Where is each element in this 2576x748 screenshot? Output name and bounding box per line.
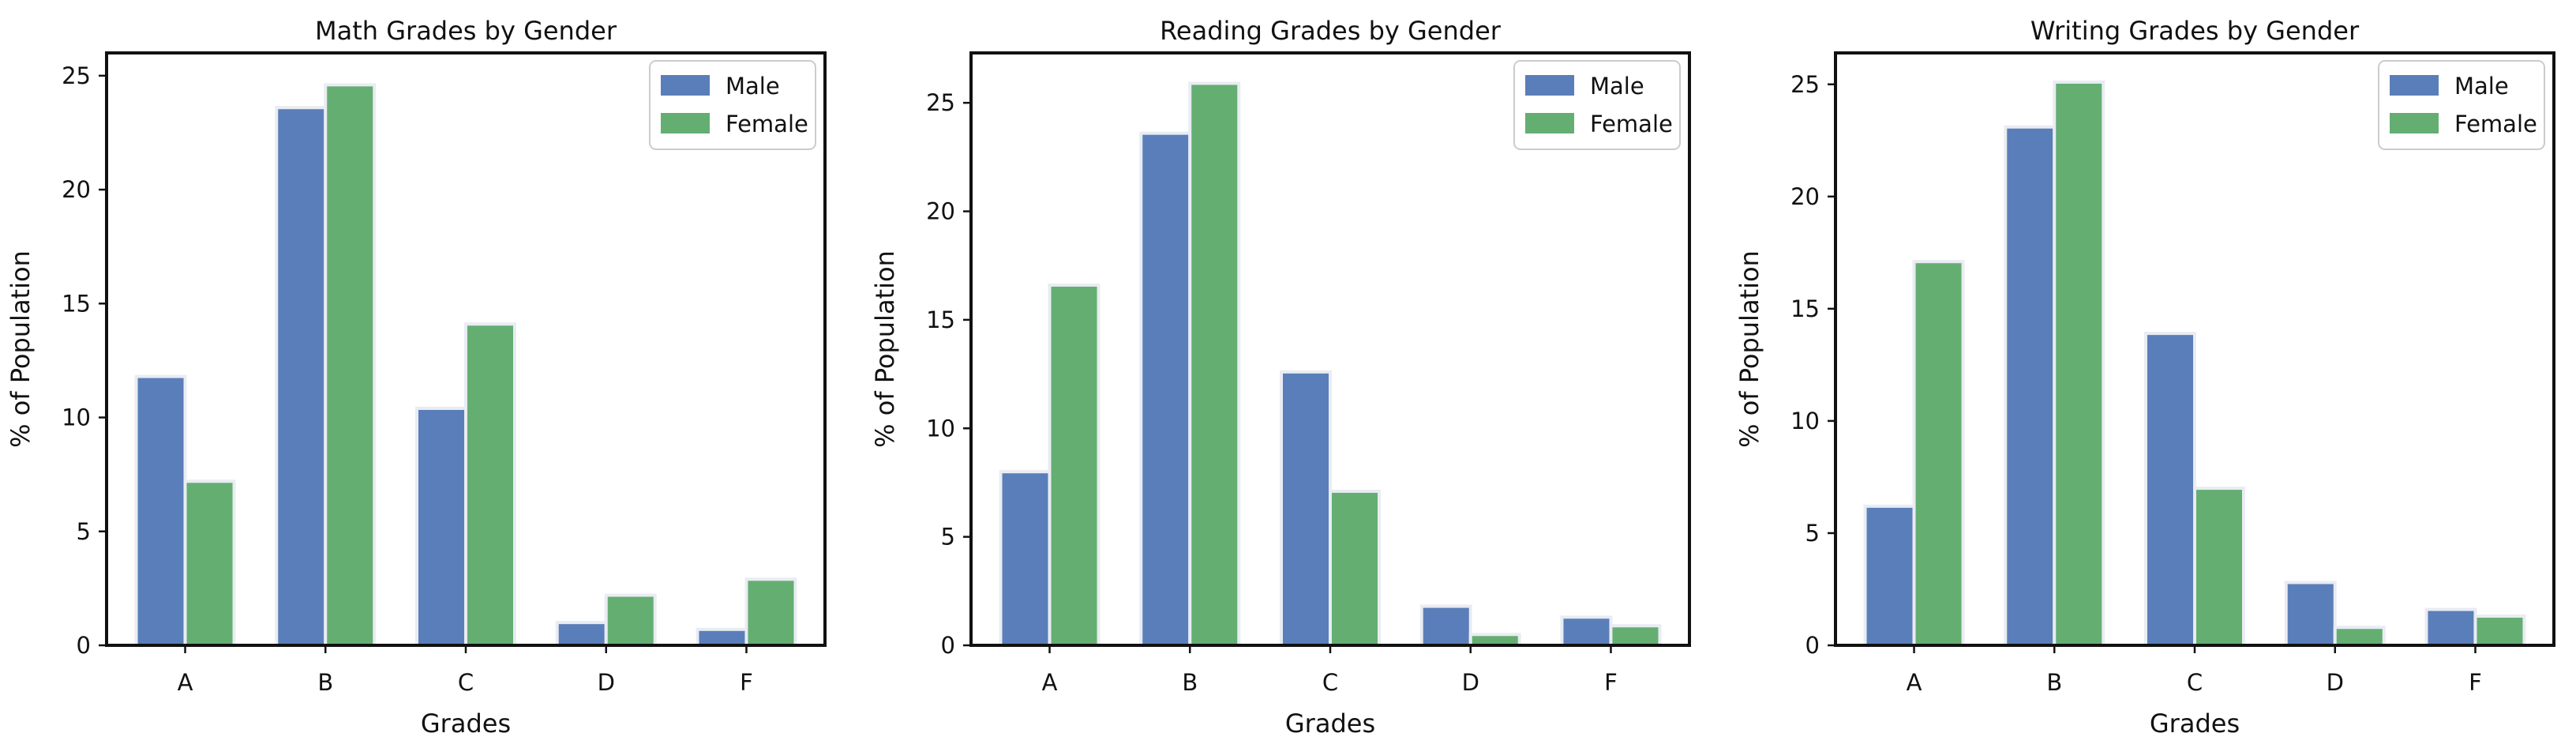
- bar-male-c: [2144, 332, 2196, 647]
- y-tick-label: 25: [926, 89, 955, 116]
- y-tick-label: 20: [1790, 183, 1820, 210]
- x-tick-label: B: [1182, 669, 1198, 696]
- y-tick-label: 25: [62, 62, 91, 89]
- x-tick-label: D: [1462, 669, 1479, 696]
- y-tick-label: 0: [77, 632, 91, 659]
- y-tick-label: 25: [1790, 71, 1820, 98]
- bar-female-c: [464, 322, 516, 647]
- y-tick-label: 10: [926, 415, 955, 442]
- legend-swatch-female: [2390, 113, 2439, 133]
- bar-male-a: [999, 470, 1052, 647]
- y-tick-label: 10: [1790, 408, 1820, 434]
- x-tick-label: C: [458, 669, 474, 696]
- bar-female-a: [1048, 283, 1101, 647]
- x-tick-label: A: [1042, 669, 1058, 696]
- chart-title: Reading Grades by Gender: [1160, 16, 1502, 46]
- legend-swatch-female: [1525, 113, 1574, 133]
- x-tick-label: B: [2046, 669, 2062, 696]
- bar-male-c: [1280, 370, 1332, 647]
- x-tick-label: A: [178, 669, 193, 696]
- bar-female-d: [1468, 633, 1521, 647]
- bar-male-c: [415, 407, 467, 647]
- bar-female-d: [2333, 626, 2386, 647]
- x-tick-label: F: [1604, 669, 1618, 696]
- legend-label-male: Male: [726, 73, 780, 100]
- y-tick-label: 10: [62, 404, 91, 431]
- legend: Male Female: [1513, 60, 1681, 150]
- bar-male-d: [555, 621, 608, 648]
- bar-male-b: [275, 106, 328, 647]
- y-axis-label: % of Population: [870, 250, 900, 448]
- y-axis-label: % of Population: [6, 250, 36, 448]
- bar-male-d: [2284, 581, 2337, 647]
- legend-swatch-female: [661, 113, 710, 133]
- bar-male-a: [134, 374, 187, 647]
- y-tick-label: 0: [941, 632, 955, 659]
- chart-title: Writing Grades by Gender: [2030, 16, 2360, 46]
- x-tick-label: C: [1322, 669, 1338, 696]
- x-tick-label: B: [317, 669, 333, 696]
- y-tick-label: 15: [1790, 295, 1820, 322]
- bar-female-f: [1609, 624, 1662, 647]
- bar-male-d: [1419, 604, 1472, 647]
- bar-male-b: [2004, 125, 2057, 647]
- legend: Male Female: [2378, 60, 2545, 150]
- legend: Male Female: [649, 60, 816, 150]
- legend-label-female: Female: [1590, 111, 1673, 137]
- y-tick-label: 5: [77, 518, 91, 545]
- y-tick-label: 5: [941, 524, 955, 551]
- y-tick-label: 5: [1805, 520, 1820, 547]
- y-tick-label: 20: [926, 198, 955, 225]
- legend-label-male: Male: [2454, 73, 2509, 100]
- bar-female-c: [2193, 487, 2245, 647]
- bar-female-b: [324, 83, 377, 647]
- bar-male-f: [696, 627, 748, 647]
- bar-male-a: [1863, 504, 1916, 648]
- chart-panel-2: Reading Grades by Gender 0 5 10 15 20 25 A B C D F G…: [870, 16, 1691, 739]
- bar-female-b: [2053, 80, 2105, 647]
- chart-panel-3: Writing Grades by Gender 0 5 10 15 20 25 A B C D F G…: [1734, 16, 2555, 739]
- x-axis-label: Grades: [1285, 709, 1375, 739]
- x-tick-label: D: [598, 669, 615, 696]
- chart-title: Math Grades by Gender: [315, 16, 617, 46]
- bar-female-a: [1912, 260, 1965, 647]
- y-tick-label: 0: [1805, 632, 1820, 659]
- bar-female-c: [1329, 489, 1381, 648]
- x-tick-label: F: [2469, 669, 2482, 696]
- x-tick-label: D: [2327, 669, 2344, 696]
- x-axis-label: Grades: [421, 709, 511, 739]
- x-axis-label: Grades: [2150, 709, 2240, 739]
- legend-swatch-male: [661, 75, 710, 96]
- x-tick-label: C: [2187, 669, 2203, 696]
- y-axis-label: % of Population: [1734, 250, 1764, 448]
- bar-female-b: [1188, 81, 1241, 647]
- chart-panel-1: Math Grades by Gender 0 5 10 15 20 25 A B C D F Grad…: [6, 16, 827, 739]
- bar-male-b: [1139, 131, 1192, 647]
- bar-male-f: [2424, 607, 2477, 648]
- legend-swatch-male: [2390, 75, 2439, 96]
- bar-female-d: [604, 593, 657, 647]
- x-tick-label: F: [740, 669, 753, 696]
- legend-label-male: Male: [1590, 73, 1644, 100]
- y-tick-label: 20: [62, 176, 91, 203]
- legend-label-female: Female: [726, 111, 808, 137]
- bar-female-a: [183, 479, 236, 647]
- y-tick-label: 15: [62, 290, 91, 317]
- legend-label-female: Female: [2454, 111, 2537, 137]
- x-tick-label: A: [1907, 669, 1922, 696]
- bar-male-f: [1560, 615, 1613, 647]
- bar-female-f: [2473, 615, 2526, 647]
- legend-swatch-male: [1525, 75, 1574, 96]
- y-tick-label: 15: [926, 306, 955, 333]
- bar-female-f: [744, 577, 797, 647]
